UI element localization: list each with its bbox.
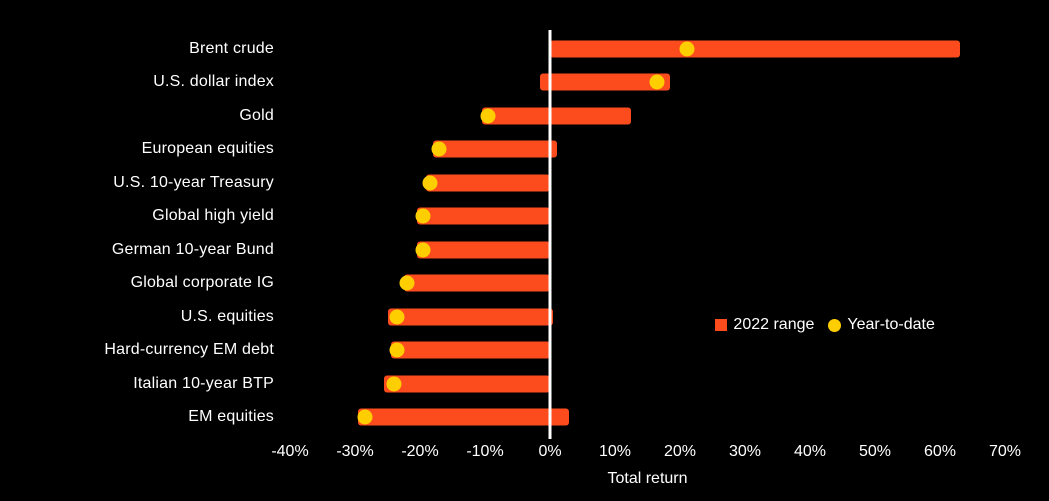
range-bar bbox=[358, 408, 570, 426]
x-axis-title: Total return bbox=[607, 470, 688, 487]
category-label: Brent crude bbox=[189, 39, 274, 57]
legend-item: 2022 range bbox=[715, 316, 814, 334]
bar-track bbox=[290, 66, 1005, 100]
legend: 2022 range Year-to-date bbox=[715, 316, 935, 334]
x-tick-label: 20% bbox=[663, 443, 697, 460]
range-bar bbox=[384, 375, 550, 393]
ytd-marker bbox=[649, 74, 665, 90]
x-tick-label: 0% bbox=[538, 443, 562, 460]
bar-track bbox=[290, 133, 1005, 167]
range-bar bbox=[416, 207, 550, 225]
ytd-marker bbox=[431, 141, 447, 157]
category-label: Gold bbox=[239, 106, 274, 124]
legend-label: Year-to-date bbox=[847, 316, 935, 333]
category-label: U.S. equities bbox=[180, 307, 274, 325]
range-bar bbox=[433, 140, 557, 158]
ytd-marker bbox=[422, 175, 438, 191]
category-labels: Brent crude U.S. dollar index Gold European… bbox=[0, 32, 290, 501]
category-label: Global corporate IG bbox=[130, 274, 274, 292]
legend-item: Year-to-date bbox=[828, 316, 935, 334]
bar-track bbox=[290, 334, 1005, 368]
ytd-marker bbox=[415, 242, 431, 258]
category-label: Hard-currency EM debt bbox=[104, 341, 274, 359]
range-bar bbox=[550, 40, 960, 58]
x-tick-label: 70% bbox=[988, 443, 1022, 460]
bar-track bbox=[290, 166, 1005, 200]
x-tick-label: -30% bbox=[336, 443, 374, 460]
range-bar bbox=[390, 341, 550, 359]
ytd-marker bbox=[399, 275, 415, 291]
x-tick-label: 30% bbox=[728, 443, 762, 460]
ytd-marker bbox=[386, 376, 402, 392]
zero-baseline bbox=[548, 30, 552, 439]
bar-track bbox=[290, 233, 1005, 267]
ytd-marker bbox=[389, 342, 405, 358]
ytd-marker bbox=[415, 208, 431, 224]
category-label: U.S. dollar index bbox=[153, 73, 274, 91]
x-tick-label: 50% bbox=[858, 443, 892, 460]
range-bar bbox=[426, 174, 550, 192]
range-bar bbox=[481, 107, 632, 125]
range-bar bbox=[387, 308, 554, 326]
bar-track bbox=[290, 300, 1005, 334]
bar-track bbox=[290, 267, 1005, 301]
x-tick-label: 10% bbox=[598, 443, 631, 460]
bar-track bbox=[290, 200, 1005, 234]
range-bar bbox=[403, 274, 550, 292]
plot-area: -40% -30% -20% -10% 0% 10% 20% 30% 40% 50% 60% 70% … bbox=[271, 30, 1021, 501]
category-label: EM equities bbox=[188, 408, 274, 426]
bar-track bbox=[290, 99, 1005, 133]
category-label: German 10-year Bund bbox=[111, 240, 274, 258]
legend-square-marker bbox=[715, 319, 728, 331]
bar-track bbox=[290, 401, 1005, 435]
x-tick-label: -20% bbox=[401, 443, 439, 460]
ytd-marker bbox=[389, 309, 405, 325]
legend-label: 2022 range bbox=[733, 316, 815, 333]
ytd-marker bbox=[679, 41, 694, 57]
tracks bbox=[290, 30, 1005, 439]
range-bar bbox=[540, 73, 671, 91]
bar-track bbox=[290, 32, 1005, 66]
range-bar bbox=[416, 241, 550, 259]
x-tick-label: -10% bbox=[466, 443, 504, 460]
x-tick-label: 60% bbox=[923, 443, 956, 460]
x-axis: -40% -30% -20% -10% 0% 10% 20% 30% 40% 50% 60% 70% bbox=[271, 443, 1021, 463]
category-label: European equities bbox=[141, 140, 274, 158]
x-tick-label: 40% bbox=[793, 443, 827, 460]
legend-circle-marker bbox=[828, 318, 842, 332]
ytd-marker bbox=[357, 409, 373, 425]
category-label: Italian 10-year BTP bbox=[133, 374, 274, 392]
bar-track bbox=[290, 367, 1005, 401]
ytd-marker bbox=[480, 108, 496, 124]
x-tick-label: -40% bbox=[271, 443, 309, 460]
category-label: Global high yield bbox=[152, 207, 274, 225]
category-label: U.S. 10-year Treasury bbox=[113, 173, 274, 191]
